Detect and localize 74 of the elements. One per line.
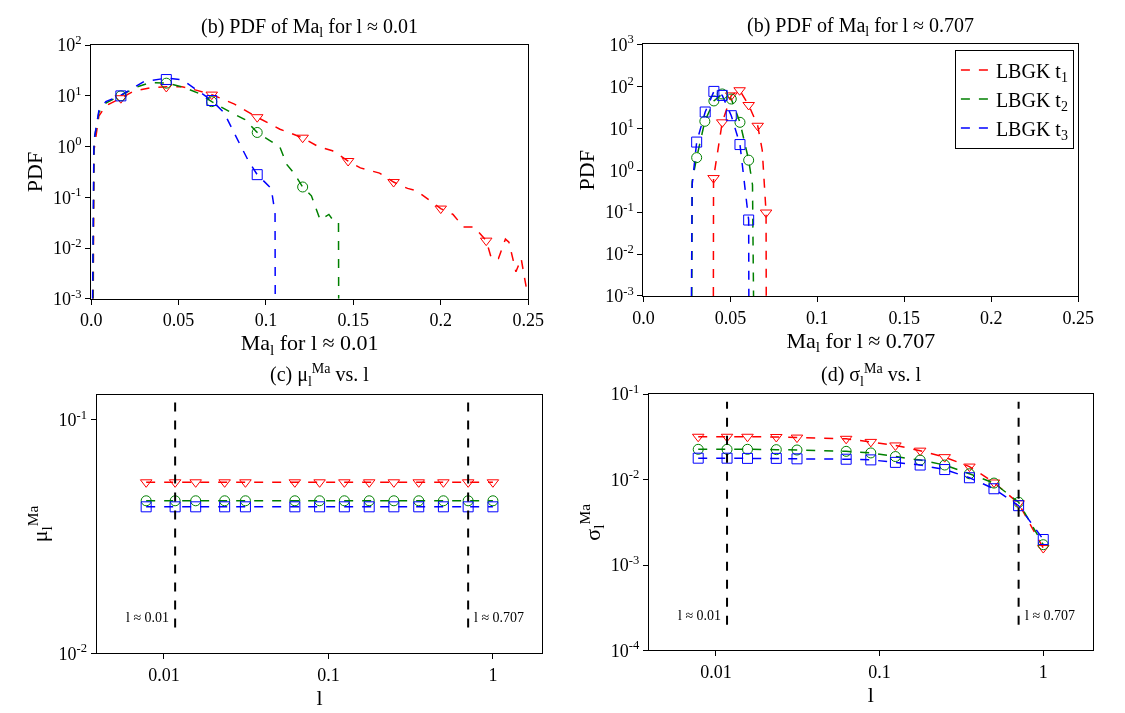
x-tick-label: 0.1 — [254, 310, 278, 331]
y-tick-label: 10$^{0}$ — [57, 134, 82, 157]
ref-line-label: l ≈ 0.707 — [1025, 608, 1076, 623]
x-tick-label: 0.0 — [632, 307, 655, 328]
y-tick-label: 10$^{-2}$ — [605, 241, 634, 265]
x-axis-title: l — [867, 682, 874, 708]
y-tick-label: 10$^{-3}$ — [53, 286, 82, 310]
point — [708, 95, 720, 107]
y-tick-label: 10$^{-3}$ — [610, 552, 640, 576]
y-axis-title: PDF — [574, 150, 600, 191]
y-tick-label: 10$^{-1}$ — [58, 407, 88, 431]
chart-title: (d) σ$_{l}$$^{Ma}$ vs. l — [821, 361, 922, 389]
y-tick-label: 10$^{-2}$ — [53, 235, 82, 259]
point — [725, 110, 737, 122]
point — [251, 126, 263, 138]
x-tick-label: 0.1 — [868, 662, 891, 683]
point — [205, 91, 219, 101]
x-tick-label: 0.01 — [148, 664, 180, 685]
x-tick-label: 0.1 — [317, 664, 340, 685]
point — [297, 181, 309, 193]
x-axis-title: Ma$_{l}$ for l ≈ 0.01 — [240, 330, 379, 358]
x-tick-label: 0.0 — [79, 310, 103, 331]
point — [691, 152, 703, 164]
chart-title: (b) PDF of Ma$_{l}$ for l ≈ 0.01 — [201, 15, 419, 41]
point — [734, 139, 746, 151]
x-tick-label: 0.25 — [512, 310, 544, 331]
x-tick-label: 0.1 — [806, 307, 829, 328]
legend-label: LBGK t$_{3}$ — [995, 117, 1068, 144]
y-tick-label: 10$^{-1}$ — [610, 381, 640, 405]
point — [434, 205, 448, 215]
x-tick-label: 1 — [1038, 662, 1048, 683]
point — [479, 237, 493, 247]
y-tick-label: 10$^{-1}$ — [53, 185, 82, 208]
point — [691, 136, 703, 148]
x-tick-label: 0.2 — [980, 307, 1003, 328]
x-tick-label: 0.15 — [888, 307, 921, 328]
chart-title: (b) PDF of Ma$_{l}$ for l ≈ 0.707 — [747, 14, 975, 40]
point — [725, 93, 737, 105]
y-tick-label: 10$^{0}$ — [609, 157, 634, 181]
y-tick-label: 10$^{-1}$ — [605, 199, 634, 223]
y-tick-label: 10$^{1}$ — [609, 116, 634, 139]
point — [251, 169, 263, 181]
point — [734, 116, 746, 128]
x-tick-label: 0.25 — [1062, 307, 1095, 328]
y-tick-label: 10$^{-2}$ — [58, 640, 88, 664]
point — [759, 209, 773, 219]
y-tick-label: 10$^{2}$ — [609, 74, 634, 97]
x-axis-title: l — [316, 684, 323, 710]
point — [708, 85, 720, 97]
point — [743, 154, 755, 166]
x-tick-label: 0.15 — [337, 310, 370, 331]
legend-label: LBGK t$_{1}$ — [995, 59, 1068, 86]
x-tick-label: 0.05 — [714, 307, 747, 328]
y-tick-label: 10$^{1}$ — [57, 83, 82, 107]
x-tick-label: 0.05 — [162, 310, 195, 331]
point — [296, 134, 309, 144]
y-tick-label: 10$^{2}$ — [57, 32, 82, 56]
ref-line-label: l ≈ 0.01 — [126, 610, 170, 625]
y-tick-label: 10$^{-3}$ — [605, 283, 634, 307]
point — [743, 214, 755, 226]
ref-line-label: l ≈ 0.01 — [678, 608, 722, 623]
ref-line-label: l ≈ 0.707 — [474, 610, 525, 625]
y-axis-title: PDF — [21, 151, 47, 193]
y-tick-label: 10$^{3}$ — [609, 32, 634, 55]
point — [751, 122, 764, 132]
x-axis-title: Ma$_{l}$ for l ≈ 0.707 — [786, 327, 936, 356]
legend-label: LBGK t$_{2}$ — [995, 88, 1068, 115]
y-tick-label: 10$^{-2}$ — [610, 467, 640, 490]
x-tick-label: 0.2 — [429, 310, 452, 331]
y-tick-label: 10$^{-4}$ — [610, 638, 641, 661]
x-tick-label: 1 — [488, 664, 498, 685]
chart-title: (c) μ$_{l}$$^{Ma}$ vs. l — [270, 361, 370, 389]
x-tick-label: 0.01 — [700, 662, 732, 683]
point — [699, 106, 711, 118]
